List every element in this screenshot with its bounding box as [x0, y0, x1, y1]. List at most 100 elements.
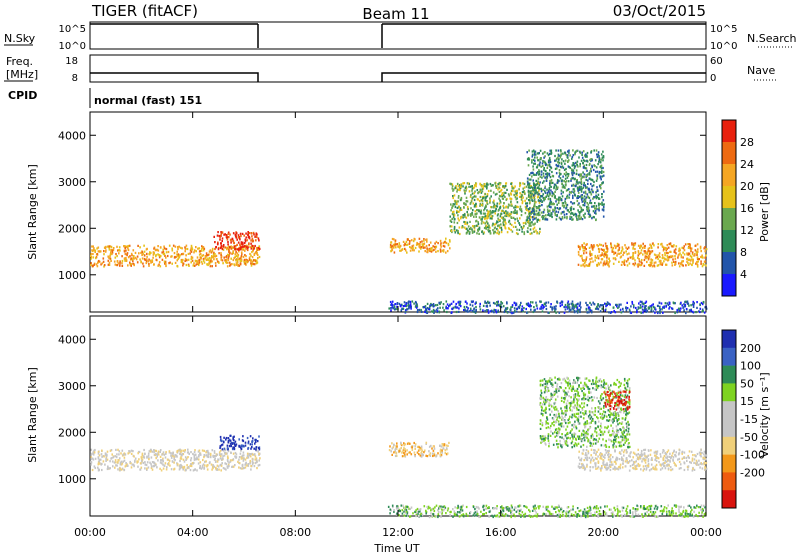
echo-cell: [586, 445, 588, 448]
echo-cell: [399, 249, 401, 252]
echo-cell: [644, 309, 646, 312]
echo-cell: [180, 253, 183, 256]
echo-cell: [448, 239, 451, 242]
echo-cell: [517, 205, 519, 209]
echo-cell: [398, 302, 401, 305]
echo-cell: [526, 177, 529, 180]
echo-cell: [600, 164, 603, 167]
echo-cell: [179, 246, 182, 249]
echo-cell: [226, 465, 229, 468]
echo-cell: [527, 304, 530, 307]
echo-cell: [156, 466, 158, 469]
echo-cell: [428, 445, 431, 448]
echo-cell: [119, 469, 121, 472]
echo-cell: [582, 150, 585, 153]
echo-cell: [464, 190, 466, 193]
echo-cell: [211, 260, 213, 263]
echo-cell: [406, 243, 409, 246]
echo-cell: [538, 207, 540, 210]
echo-cell: [157, 249, 160, 252]
echo-cell: [189, 252, 191, 255]
echo-cell: [545, 195, 547, 198]
echo-cell: [673, 244, 675, 247]
echo-cell: [411, 446, 413, 449]
echo-cell: [462, 185, 464, 188]
echo-cell: [602, 244, 604, 247]
echo-cell: [567, 156, 569, 159]
echo-cell: [649, 243, 651, 246]
echo-cell: [572, 154, 575, 157]
echo-cell: [616, 428, 618, 431]
echo-cell: [390, 250, 392, 253]
echo-cell: [505, 210, 507, 213]
echo-cell: [580, 188, 582, 191]
echo-cell: [459, 217, 462, 220]
echo-cell: [493, 205, 495, 208]
echo-cell: [218, 261, 220, 264]
echo-cell: [198, 258, 201, 261]
echo-cell: [598, 197, 600, 200]
echo-cell: [198, 253, 201, 256]
echo-cell: [240, 235, 242, 238]
echo-cell: [625, 306, 627, 309]
echo-cell: [568, 193, 571, 196]
echo-cell: [251, 443, 253, 446]
echo-cell: [499, 213, 502, 216]
echo-cell: [566, 399, 569, 402]
echo-cell: [623, 411, 625, 414]
echo-cell: [573, 432, 576, 435]
echo-cell: [433, 447, 436, 450]
echo-cell: [451, 217, 453, 220]
echo-cell: [631, 300, 633, 304]
echo-cell: [526, 311, 528, 314]
echo-cell: [234, 444, 236, 447]
echo-cell: [595, 179, 598, 182]
echo-cell: [232, 452, 235, 455]
echo-cell: [215, 467, 217, 470]
echo-cell: [548, 187, 551, 190]
echo-cell: [155, 258, 158, 261]
echo-cell: [193, 454, 195, 457]
echo-cell: [241, 248, 244, 251]
echo-cell: [579, 303, 581, 306]
echo-cell: [498, 304, 500, 307]
echo-cell: [537, 171, 539, 174]
echo-cell: [577, 203, 579, 206]
echo-cell: [420, 447, 423, 450]
echo-cell: [615, 303, 617, 306]
echo-cell: [632, 262, 634, 266]
echo-cell: [244, 240, 247, 243]
echo-cell: [599, 161, 602, 164]
echo-cell: [123, 250, 126, 253]
echo-cell: [242, 451, 245, 454]
echo-cell: [445, 237, 447, 240]
echo-cell: [445, 305, 447, 308]
echo-cell: [593, 216, 595, 219]
echo-cell: [207, 263, 209, 267]
echo-cell: [180, 466, 183, 469]
echo-cell: [533, 230, 535, 233]
echo-cell: [468, 232, 471, 235]
echo-cell: [192, 452, 194, 456]
echo-cell: [484, 301, 486, 304]
echo-cell: [577, 422, 580, 425]
echo-cell: [520, 198, 523, 201]
echo-cell: [665, 263, 667, 266]
echo-cell: [448, 441, 450, 444]
echo-cell: [571, 440, 574, 443]
echo-cell: [598, 263, 601, 266]
echo-cell: [220, 254, 222, 257]
echo-cell: [117, 468, 119, 471]
echo-cell: [99, 250, 102, 253]
echo-cell: [510, 200, 512, 203]
echo-cell: [228, 245, 230, 248]
echo-cell: [159, 265, 162, 268]
echo-cell: [146, 456, 148, 459]
echo-cell: [453, 221, 456, 224]
echo-cell: [418, 250, 420, 253]
echo-cell: [471, 213, 474, 216]
echo-cell: [594, 430, 596, 433]
echo-cell: [620, 249, 623, 253]
echo-cell: [410, 453, 413, 456]
echo-cell: [620, 435, 622, 438]
